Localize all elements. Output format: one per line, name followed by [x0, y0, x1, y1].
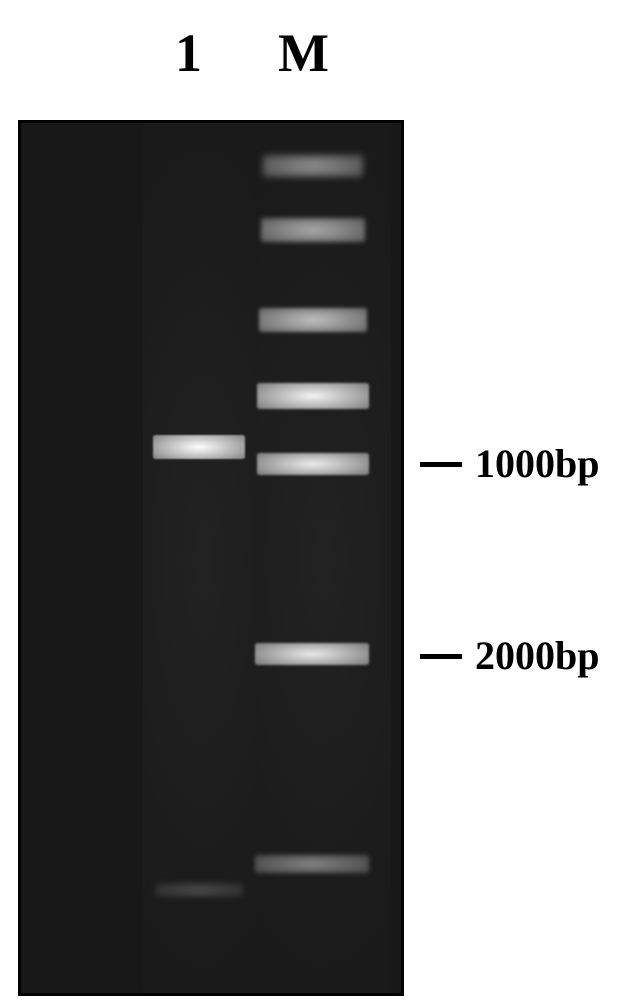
size-tick-1000: [420, 462, 462, 467]
size-tick-2000: [420, 654, 462, 659]
size-label-1000: 1000bp: [475, 440, 600, 487]
gel-band: [153, 435, 245, 459]
gel-bands-layer: [21, 123, 401, 993]
lane-header-1: 1: [175, 22, 202, 84]
size-label-2000: 2000bp: [475, 632, 600, 679]
gel-band: [261, 218, 365, 242]
lane-header-marker: M: [278, 22, 329, 84]
gel-band: [257, 453, 369, 475]
gel-band: [257, 383, 369, 409]
gel-band: [255, 643, 369, 665]
gel-band: [155, 883, 243, 897]
gel-band: [263, 155, 363, 177]
gel-image: [18, 120, 404, 996]
gel-figure: 1 M 1000bp 2000bp: [0, 0, 629, 1000]
gel-band: [259, 308, 367, 332]
gel-band: [255, 855, 369, 873]
